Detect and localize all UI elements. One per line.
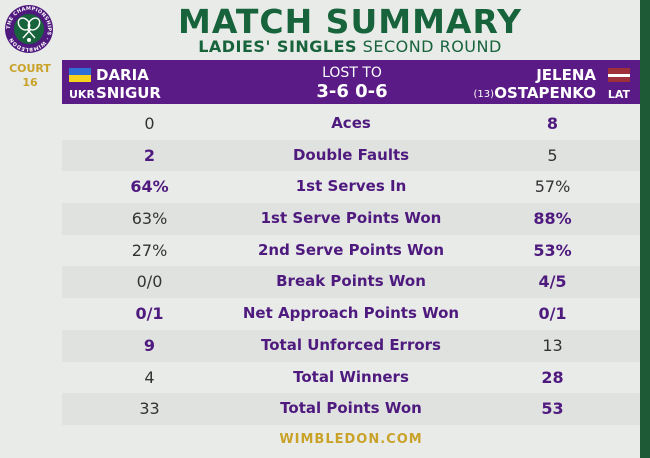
- stat-label: Net Approach Points Won: [242, 304, 460, 323]
- green-edge-bar: [640, 0, 650, 458]
- match-subtitle: LADIES' SINGLES SECOND ROUND: [60, 37, 640, 57]
- stat-label: Total Winners: [293, 367, 409, 386]
- player1-country: UKR: [69, 88, 95, 101]
- stats-table: 0 Aces 8 2 Double Faults 5 64% 1st Serve…: [62, 108, 640, 425]
- page-title: MATCH SUMMARY: [178, 2, 522, 41]
- stat-player1-value: 64%: [130, 177, 169, 197]
- stat-row: 2 Double Faults 5: [62, 139, 640, 172]
- stat-player1-value: 33: [139, 399, 160, 419]
- stat-player2-value: 5: [547, 145, 558, 165]
- player2-block: JELENA (13) OSTAPENKO LAT: [454, 66, 634, 102]
- wimbledon-logo-icon: THE CHAMPIONSHIPS · WIMBLEDON: [5, 5, 53, 53]
- stat-label: Total Points Won: [280, 399, 422, 418]
- stat-row: 63% 1st Serve Points Won 88%: [62, 203, 640, 235]
- stat-player1-value: 63%: [131, 209, 168, 229]
- match-score: 3-6 0-6: [316, 81, 388, 102]
- latvia-flag-icon: [608, 68, 630, 82]
- court-word: COURT: [9, 62, 51, 75]
- court-label: COURT 16: [0, 62, 60, 90]
- stat-player1-value: 27%: [131, 240, 168, 260]
- stat-player2-value: 28: [541, 367, 564, 387]
- stat-player2-value: 88%: [533, 209, 572, 229]
- stat-player2-value: 13: [542, 335, 563, 355]
- player2-first-name: JELENA: [536, 66, 596, 84]
- stat-player1-value: 0: [144, 114, 155, 133]
- stat-label: 1st Serves In: [295, 177, 407, 196]
- court-number: 16: [22, 76, 38, 89]
- stat-player1-value: 2: [143, 145, 156, 165]
- stat-player2-value: 53%: [533, 240, 572, 260]
- players-header: UKR DARIA SNIGUR LOST TO 3-6 0-6 JELENA …: [62, 60, 640, 104]
- stat-row: 4 Total Winners 28: [62, 362, 640, 394]
- player2-last-name: OSTAPENKO: [494, 84, 596, 102]
- stat-row: 9 Total Unforced Errors 13: [62, 329, 640, 362]
- stat-label: 2nd Serve Points Won: [257, 240, 445, 259]
- stat-player1-value: 9: [143, 335, 156, 355]
- stat-label: Aces: [331, 114, 371, 132]
- stat-label: Double Faults: [292, 145, 410, 164]
- stat-row: 33 Total Points Won 53: [62, 393, 640, 425]
- stat-player1-value: 0/0: [136, 272, 163, 292]
- stat-label: Break Points Won: [276, 272, 426, 291]
- player2-country: LAT: [607, 88, 630, 101]
- stat-player2-value: 57%: [534, 177, 571, 197]
- stat-row: 0/1 Net Approach Points Won 0/1: [62, 298, 640, 330]
- stat-row: 0/0 Break Points Won 4/5: [62, 266, 640, 299]
- stat-row: 27% 2nd Serve Points Won 53%: [62, 235, 640, 267]
- stat-label: 1st Serve Points Won: [260, 209, 442, 228]
- stat-player2-value: 53: [541, 399, 564, 419]
- stat-player2-value: 4/5: [538, 272, 567, 292]
- event-name: LADIES' SINGLES: [198, 37, 358, 56]
- stat-player2-value: 8: [546, 114, 559, 133]
- stat-row: 64% 1st Serves In 57%: [62, 171, 640, 203]
- player1-first-name: DARIA: [96, 66, 149, 84]
- stat-row: 0 Aces 8: [62, 108, 640, 140]
- stat-player2-value: 0/1: [538, 304, 567, 324]
- round-name: SECOND ROUND: [362, 37, 502, 56]
- result-label: LOST TO: [322, 65, 382, 81]
- stat-player1-value: 0/1: [135, 304, 164, 324]
- player1-last-name: SNIGUR: [96, 84, 161, 102]
- footer-website: WIMBLEDON.COM: [279, 432, 423, 447]
- stat-label: Total Unforced Errors: [261, 335, 441, 354]
- player2-seed: (13): [473, 89, 494, 100]
- match-result: LOST TO 3-6 0-6: [252, 65, 452, 103]
- ukraine-flag-icon: [69, 68, 91, 82]
- stat-player1-value: 4: [144, 367, 155, 387]
